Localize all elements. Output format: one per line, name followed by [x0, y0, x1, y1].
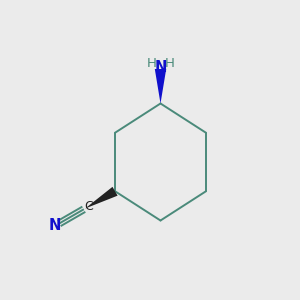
- Text: H: H: [165, 57, 174, 70]
- Text: N: N: [154, 60, 167, 75]
- Polygon shape: [85, 187, 118, 208]
- Text: N: N: [49, 218, 62, 233]
- Text: C: C: [85, 200, 93, 213]
- Polygon shape: [155, 69, 166, 103]
- Text: H: H: [147, 57, 156, 70]
